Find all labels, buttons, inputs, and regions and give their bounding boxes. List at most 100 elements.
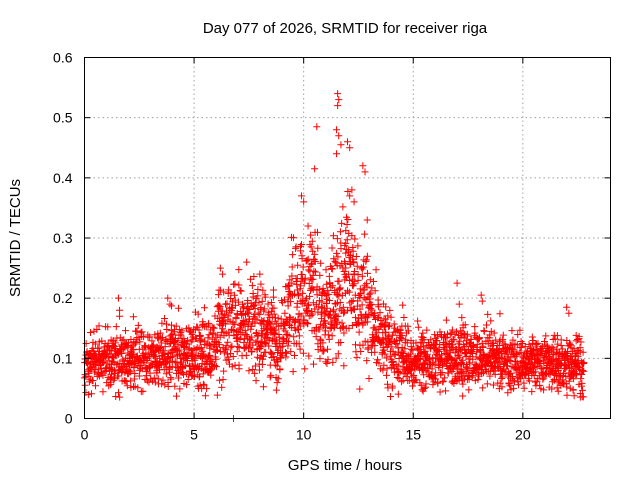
data-point	[408, 345, 416, 353]
data-point	[289, 251, 297, 259]
data-point	[308, 284, 316, 292]
data-point	[361, 230, 369, 238]
data-point	[363, 269, 371, 277]
data-point	[384, 312, 392, 320]
data-point	[208, 358, 216, 366]
data-point	[322, 327, 330, 335]
data-point	[297, 247, 305, 255]
data-point	[183, 381, 191, 389]
data-point	[579, 386, 587, 394]
data-point	[353, 262, 361, 270]
data-point	[490, 329, 498, 337]
data-point	[199, 370, 207, 378]
data-point	[220, 349, 228, 357]
data-point	[534, 339, 542, 347]
data-point	[533, 377, 541, 385]
data-point	[348, 232, 356, 240]
data-point	[287, 298, 295, 306]
data-point	[548, 343, 556, 351]
data-point	[116, 312, 124, 320]
data-point	[97, 370, 105, 378]
data-point	[376, 309, 384, 317]
data-point	[161, 350, 169, 358]
data-point	[578, 366, 586, 374]
x-axis-label: GPS time / hours	[288, 457, 402, 474]
data-point	[235, 365, 243, 373]
data-point	[256, 342, 264, 350]
data-point	[229, 352, 237, 360]
data-point	[285, 338, 293, 346]
data-point	[370, 277, 378, 285]
data-point	[516, 326, 524, 334]
data-point	[400, 313, 408, 321]
data-point	[250, 272, 258, 280]
data-point	[330, 306, 337, 314]
data-point	[164, 383, 172, 391]
data-point	[463, 330, 471, 338]
data-point	[407, 366, 415, 374]
data-point	[542, 332, 550, 340]
data-point	[159, 376, 167, 384]
data-point	[264, 300, 272, 308]
data-point	[291, 351, 298, 359]
data-point	[463, 361, 471, 369]
data-point	[331, 257, 339, 265]
data-point	[342, 239, 350, 247]
data-point	[289, 368, 297, 376]
data-point	[525, 377, 533, 385]
data-point	[336, 285, 344, 293]
data-point	[234, 298, 242, 306]
data-point	[322, 266, 330, 274]
data-point	[412, 339, 420, 347]
data-point	[414, 323, 422, 331]
data-point	[107, 378, 115, 386]
data-point	[459, 356, 467, 364]
data-point	[574, 357, 582, 365]
data-point	[357, 290, 365, 298]
data-point	[313, 291, 321, 299]
data-point	[354, 297, 362, 305]
data-point	[91, 382, 99, 390]
data-point	[324, 286, 332, 294]
data-point	[328, 265, 336, 273]
data-point	[245, 367, 253, 375]
data-point	[243, 258, 251, 266]
data-point	[184, 375, 192, 383]
data-point	[274, 375, 282, 383]
data-point	[194, 310, 202, 318]
data-point	[450, 336, 458, 344]
data-point	[199, 347, 207, 355]
data-point	[363, 357, 371, 365]
data-point	[99, 388, 107, 396]
data-point	[353, 353, 361, 361]
data-point	[210, 324, 218, 332]
data-point	[363, 252, 371, 260]
data-point	[161, 343, 169, 351]
data-point	[301, 365, 309, 373]
data-point	[157, 335, 165, 343]
data-point	[286, 314, 294, 322]
data-point	[345, 276, 353, 284]
data-point	[307, 243, 315, 251]
data-point	[352, 341, 360, 349]
data-point	[394, 390, 402, 398]
x-tick-label: 10	[296, 427, 312, 443]
data-point	[158, 380, 166, 388]
data-point	[299, 263, 307, 271]
data-point	[288, 279, 296, 287]
data-point	[122, 327, 130, 335]
data-point	[111, 368, 119, 376]
data-point	[373, 329, 381, 337]
data-point	[314, 244, 322, 252]
data-point	[260, 317, 268, 325]
data-point	[269, 286, 277, 294]
data-point	[272, 386, 280, 394]
data-point	[98, 359, 106, 367]
data-point	[222, 320, 230, 328]
data-point	[357, 348, 365, 356]
data-point	[322, 319, 330, 327]
data-point	[393, 374, 401, 382]
data-point	[375, 359, 383, 367]
data-point	[256, 270, 264, 278]
data-point	[158, 319, 166, 327]
